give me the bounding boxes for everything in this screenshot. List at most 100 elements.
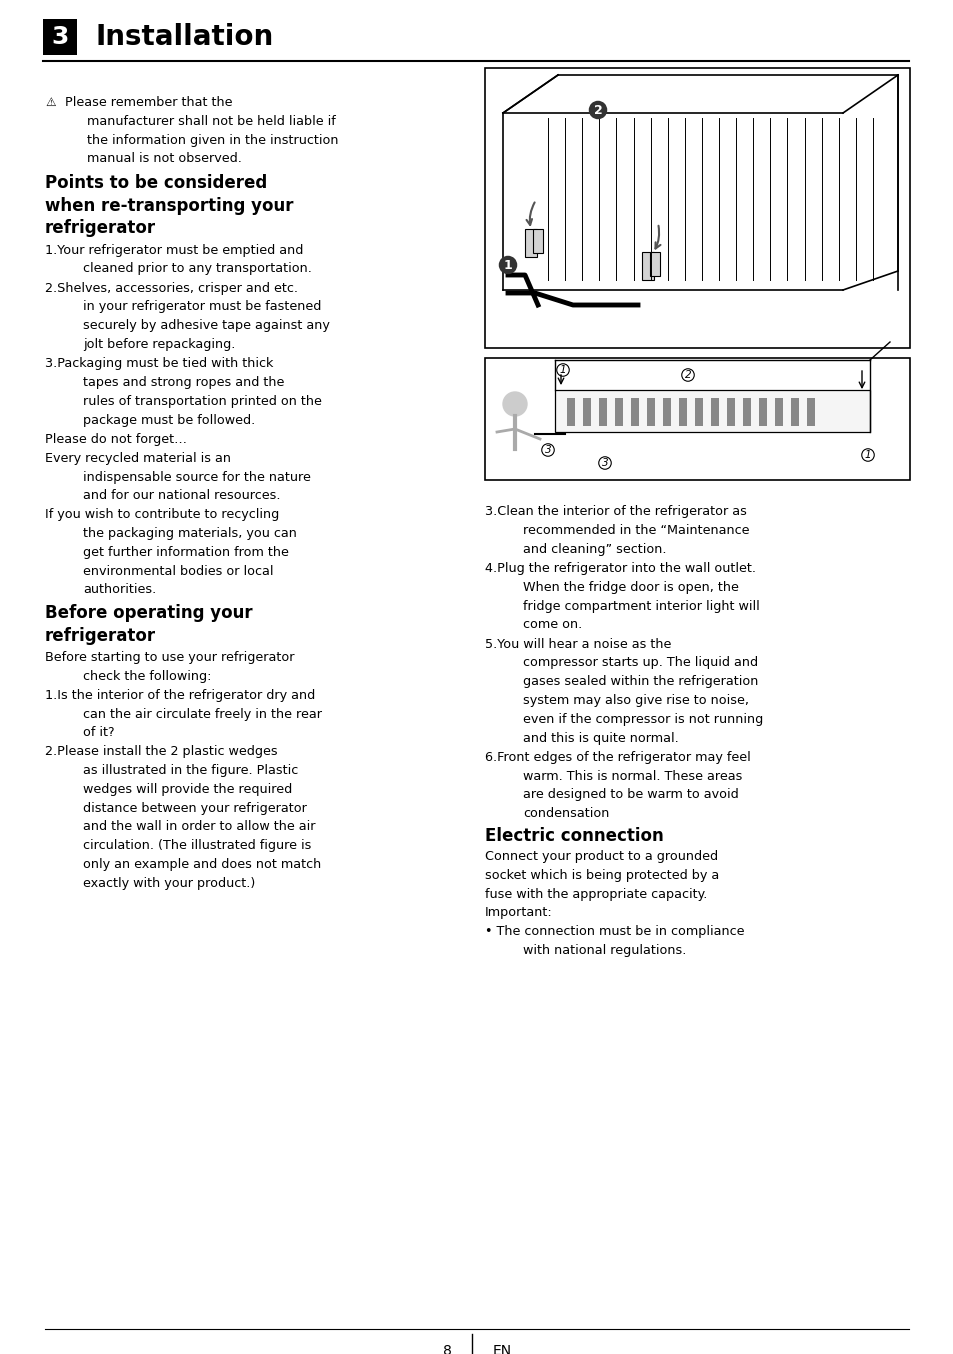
Text: even if the compressor is not running: even if the compressor is not running — [522, 712, 762, 726]
Text: refrigerator: refrigerator — [45, 627, 156, 645]
Text: the packaging materials, you can: the packaging materials, you can — [83, 527, 296, 540]
Bar — [726, 398, 734, 427]
Bar — [484, 68, 909, 348]
Text: package must be followed.: package must be followed. — [83, 414, 255, 427]
Text: 1: 1 — [559, 366, 566, 375]
Text: the information given in the instruction: the information given in the instruction — [87, 134, 338, 146]
Text: system may also give rise to noise,: system may also give rise to noise, — [522, 695, 748, 707]
Bar — [695, 398, 702, 427]
Text: warm. This is normal. These areas: warm. This is normal. These areas — [522, 769, 741, 783]
Text: as illustrated in the figure. Plastic: as illustrated in the figure. Plastic — [83, 764, 298, 777]
Text: and cleaning” section.: and cleaning” section. — [522, 543, 666, 555]
Text: Every recycled material is an: Every recycled material is an — [45, 452, 231, 464]
Bar — [790, 398, 799, 427]
Text: environmental bodies or local: environmental bodies or local — [83, 565, 274, 578]
Text: compressor starts up. The liquid and: compressor starts up. The liquid and — [522, 657, 758, 669]
Circle shape — [502, 393, 526, 416]
Bar — [759, 398, 766, 427]
Bar — [43, 19, 77, 56]
Bar — [679, 398, 686, 427]
Text: circulation. (The illustrated figure is: circulation. (The illustrated figure is — [83, 839, 311, 852]
Text: Electric connection: Electric connection — [484, 826, 663, 845]
Bar — [649, 252, 659, 276]
Text: ⚠: ⚠ — [45, 96, 55, 110]
Bar — [598, 398, 606, 427]
Bar — [566, 398, 575, 427]
Text: with national regulations.: with national regulations. — [522, 944, 685, 957]
Text: cleaned prior to any transportation.: cleaned prior to any transportation. — [83, 263, 312, 275]
Bar — [806, 398, 814, 427]
Bar — [742, 398, 750, 427]
Text: fridge compartment interior light will: fridge compartment interior light will — [522, 600, 759, 612]
Text: of it?: of it? — [83, 726, 114, 739]
Text: wedges will provide the required: wedges will provide the required — [83, 783, 292, 796]
Text: 2.Shelves, accessories, crisper and etc.: 2.Shelves, accessories, crisper and etc. — [45, 282, 297, 295]
Bar — [646, 398, 655, 427]
Text: • The connection must be in compliance: • The connection must be in compliance — [484, 925, 743, 938]
Bar — [484, 357, 909, 481]
Text: 3.Clean the interior of the refrigerator as: 3.Clean the interior of the refrigerator… — [484, 505, 746, 519]
Text: 8: 8 — [442, 1345, 451, 1354]
Text: EN: EN — [492, 1345, 511, 1354]
Text: authorities.: authorities. — [83, 584, 156, 596]
Text: 2.Please install the 2 plastic wedges: 2.Please install the 2 plastic wedges — [45, 745, 277, 758]
Text: refrigerator: refrigerator — [45, 219, 156, 237]
Text: When the fridge door is open, the: When the fridge door is open, the — [522, 581, 739, 593]
Text: are designed to be warm to avoid: are designed to be warm to avoid — [522, 788, 738, 802]
Text: 3: 3 — [601, 458, 608, 468]
Text: come on.: come on. — [522, 619, 581, 631]
Bar — [774, 398, 782, 427]
Bar — [524, 229, 537, 257]
Text: Please do not forget…: Please do not forget… — [45, 433, 187, 445]
Text: securely by adhesive tape against any: securely by adhesive tape against any — [83, 320, 330, 332]
Text: distance between your refrigerator: distance between your refrigerator — [83, 802, 307, 815]
Bar — [615, 398, 622, 427]
Text: gases sealed within the refrigeration: gases sealed within the refrigeration — [522, 676, 758, 688]
Text: recommended in the “Maintenance: recommended in the “Maintenance — [522, 524, 749, 536]
Text: 1.Is the interior of the refrigerator dry and: 1.Is the interior of the refrigerator dr… — [45, 689, 314, 701]
Bar — [533, 229, 542, 253]
Text: 3: 3 — [51, 24, 69, 49]
Text: exactly with your product.): exactly with your product.) — [83, 876, 255, 890]
Text: when re-transporting your: when re-transporting your — [45, 196, 294, 214]
Text: tapes and strong ropes and the: tapes and strong ropes and the — [83, 376, 284, 389]
Text: only an example and does not match: only an example and does not match — [83, 858, 321, 871]
Text: 2: 2 — [684, 370, 691, 380]
Bar — [662, 398, 670, 427]
Text: 4.Plug the refrigerator into the wall outlet.: 4.Plug the refrigerator into the wall ou… — [484, 562, 755, 575]
Text: in your refrigerator must be fastened: in your refrigerator must be fastened — [83, 301, 321, 313]
Text: 1.Your refrigerator must be emptied and: 1.Your refrigerator must be emptied and — [45, 244, 303, 256]
Text: and the wall in order to allow the air: and the wall in order to allow the air — [83, 821, 315, 833]
Bar — [710, 398, 719, 427]
Text: Important:: Important: — [484, 906, 552, 919]
Text: 1: 1 — [503, 259, 512, 272]
Text: get further information from the: get further information from the — [83, 546, 289, 559]
Text: jolt before repackaging.: jolt before repackaging. — [83, 338, 235, 351]
Text: socket which is being protected by a: socket which is being protected by a — [484, 869, 719, 881]
Text: rules of transportation printed on the: rules of transportation printed on the — [83, 395, 321, 408]
Text: indispensable source for the nature: indispensable source for the nature — [83, 471, 311, 483]
Bar — [582, 398, 590, 427]
Text: Before starting to use your refrigerator: Before starting to use your refrigerator — [45, 651, 294, 663]
Text: check the following:: check the following: — [83, 670, 212, 682]
Text: 5.You will hear a noise as the: 5.You will hear a noise as the — [484, 638, 671, 651]
Bar — [555, 390, 869, 432]
Bar — [641, 252, 654, 280]
Text: and for our national resources.: and for our national resources. — [83, 489, 280, 502]
Text: 3: 3 — [544, 445, 551, 455]
Text: Connect your product to a grounded: Connect your product to a grounded — [484, 850, 718, 862]
Text: Installation: Installation — [95, 23, 273, 51]
Text: 6.Front edges of the refrigerator may feel: 6.Front edges of the refrigerator may fe… — [484, 751, 750, 764]
Text: 1: 1 — [863, 450, 870, 460]
Text: Before operating your: Before operating your — [45, 604, 253, 621]
Text: 2: 2 — [593, 103, 601, 116]
Text: manufacturer shall not be held liable if: manufacturer shall not be held liable if — [87, 115, 335, 127]
Text: fuse with the appropriate capacity.: fuse with the appropriate capacity. — [484, 888, 706, 900]
Text: If you wish to contribute to recycling: If you wish to contribute to recycling — [45, 508, 279, 521]
Text: Please remember that the: Please remember that the — [65, 96, 233, 110]
Text: can the air circulate freely in the rear: can the air circulate freely in the rear — [83, 708, 322, 720]
Text: manual is not observed.: manual is not observed. — [87, 153, 242, 165]
Text: and this is quite normal.: and this is quite normal. — [522, 731, 678, 745]
Bar — [630, 398, 639, 427]
Text: Points to be considered: Points to be considered — [45, 175, 267, 192]
